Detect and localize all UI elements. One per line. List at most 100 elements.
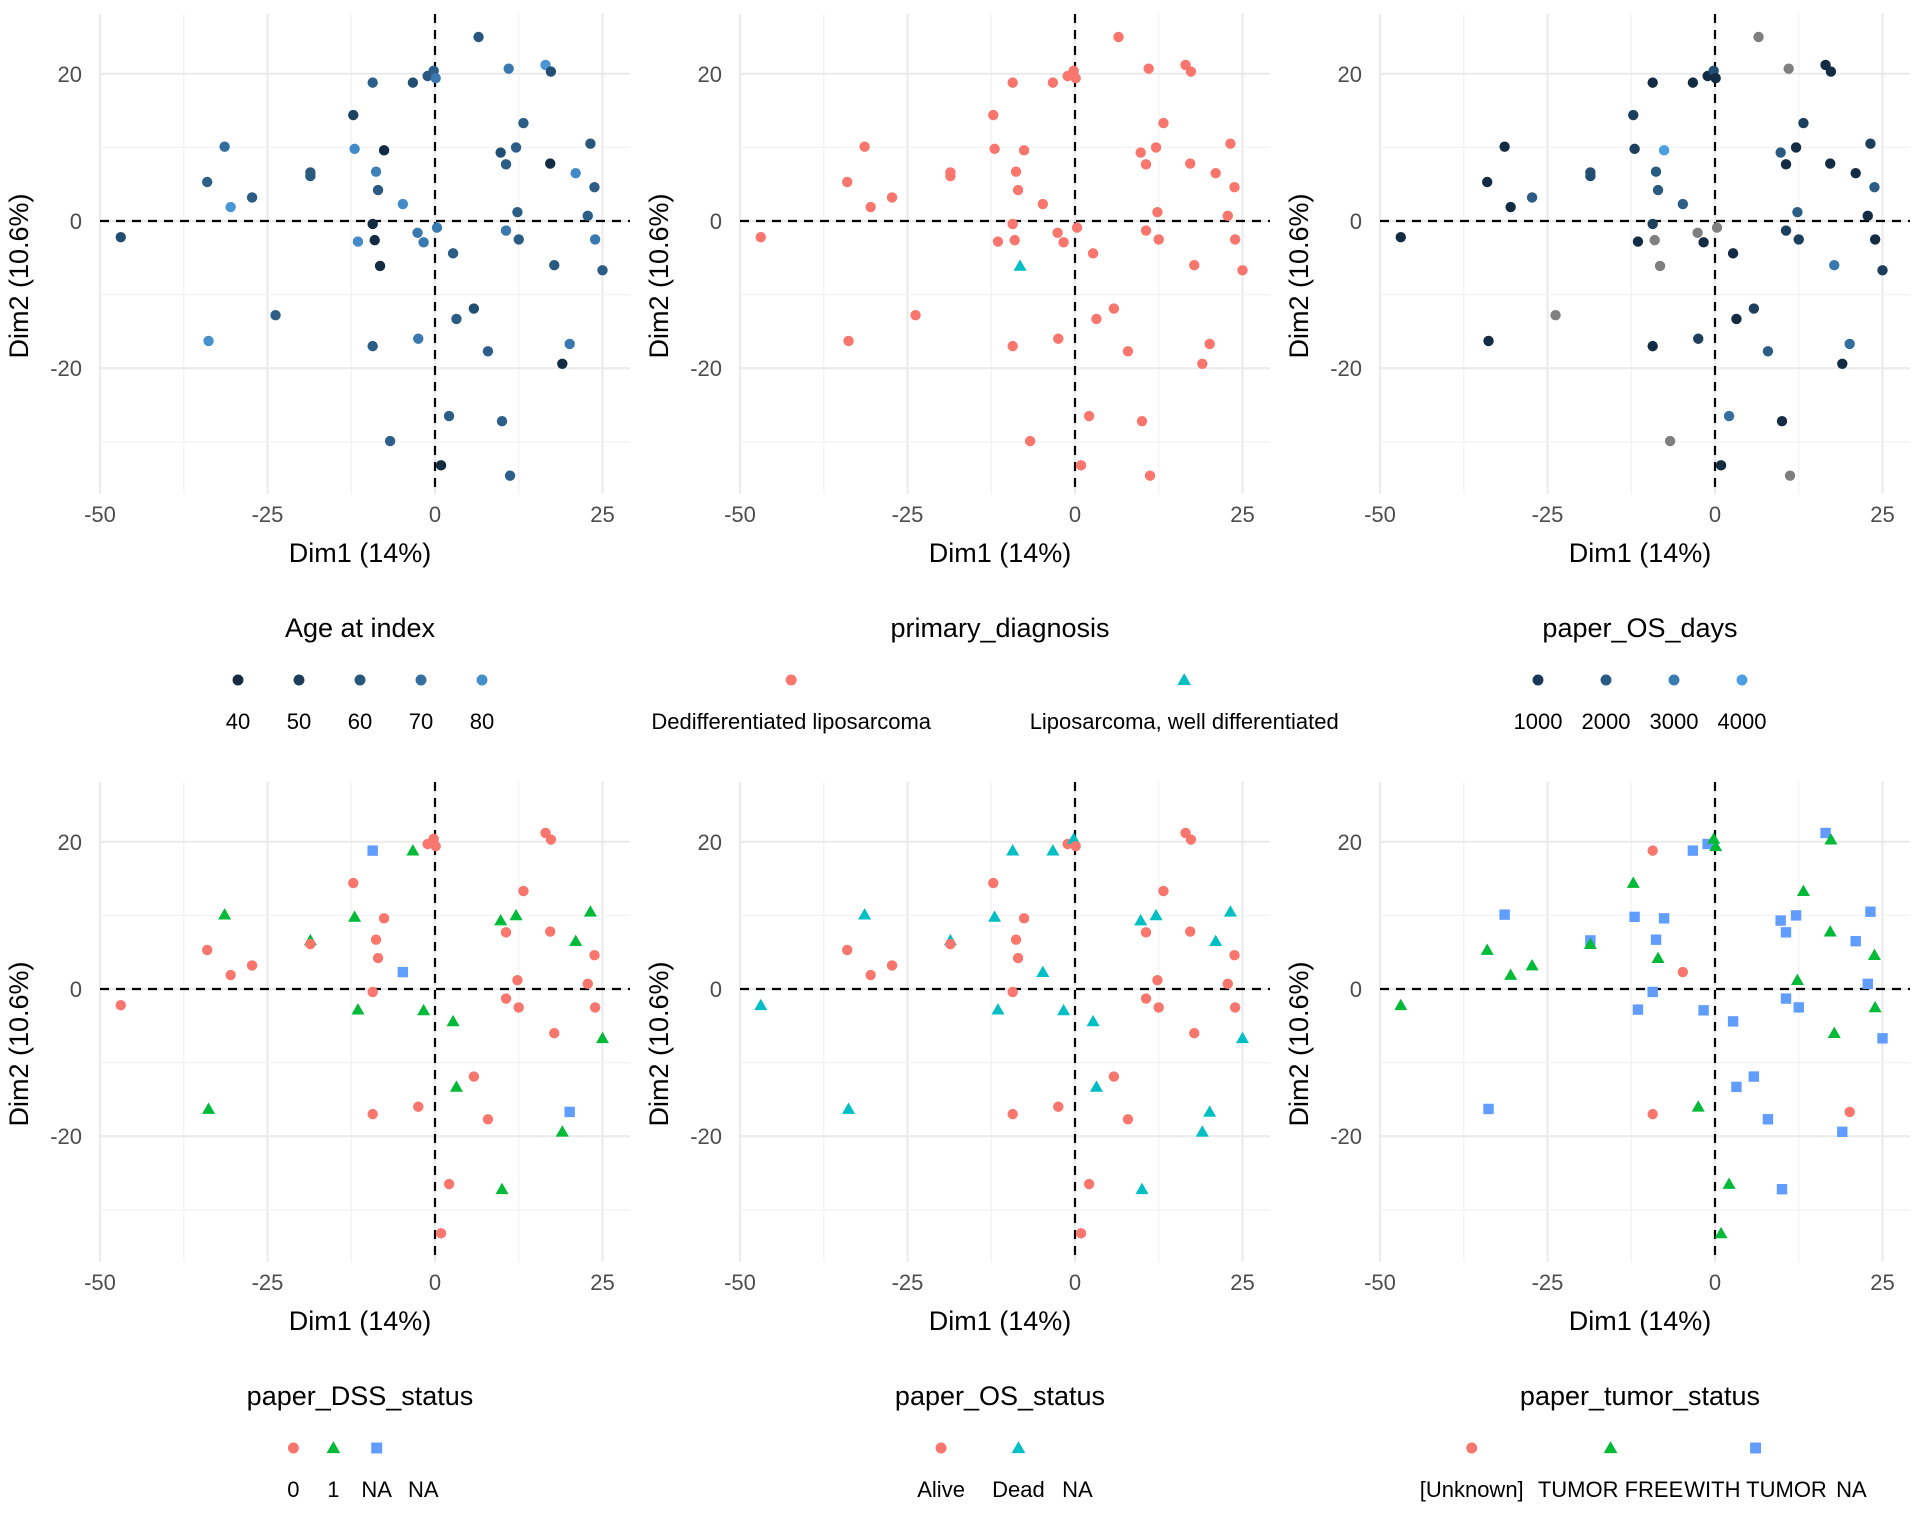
legend-label: Dedifferentiated liposarcoma bbox=[651, 709, 931, 734]
x-tick-label: -50 bbox=[84, 502, 116, 527]
x-tick-label: -25 bbox=[1532, 1270, 1564, 1295]
data-point bbox=[1185, 926, 1196, 937]
data-point bbox=[1862, 978, 1873, 990]
data-point bbox=[1480, 943, 1494, 955]
data-point bbox=[1709, 839, 1723, 852]
data-point bbox=[482, 1114, 494, 1125]
data-point bbox=[582, 978, 593, 990]
legend-label: NA bbox=[1062, 1477, 1093, 1502]
data-point bbox=[407, 77, 419, 88]
data-point bbox=[1009, 234, 1020, 246]
legend-key bbox=[1603, 1441, 1618, 1454]
data-point bbox=[1134, 914, 1148, 926]
data-point bbox=[367, 986, 378, 998]
legend-title: primary_diagnosis bbox=[890, 613, 1109, 643]
data-point bbox=[1727, 248, 1739, 259]
data-point bbox=[1140, 159, 1152, 170]
data-point bbox=[1714, 1226, 1728, 1239]
data-point bbox=[1075, 1228, 1087, 1239]
data-point bbox=[1505, 201, 1516, 213]
data-point bbox=[500, 159, 512, 170]
data-point bbox=[1013, 259, 1027, 271]
legend-key bbox=[935, 1442, 947, 1454]
data-point bbox=[1087, 248, 1099, 259]
data-point bbox=[1658, 145, 1670, 156]
data-point bbox=[1122, 1114, 1134, 1125]
data-point bbox=[886, 960, 898, 971]
data-point bbox=[585, 138, 596, 149]
x-axis-label: Dim1 (14%) bbox=[929, 1306, 1072, 1336]
data-point bbox=[1185, 66, 1197, 77]
data-point bbox=[1798, 117, 1809, 129]
data-point bbox=[468, 303, 480, 314]
data-point bbox=[1780, 225, 1792, 236]
data-point bbox=[1010, 166, 1022, 177]
data-point bbox=[1825, 66, 1837, 77]
x-tick-label: 0 bbox=[429, 1270, 441, 1295]
data-point bbox=[500, 927, 512, 938]
data-point bbox=[1135, 147, 1146, 158]
legend-key bbox=[1668, 674, 1680, 686]
data-point bbox=[473, 31, 484, 43]
x-tick-label: 0 bbox=[1709, 502, 1721, 527]
data-point bbox=[443, 410, 455, 422]
y-axis-label: Dim2 (10.6%) bbox=[644, 961, 674, 1126]
data-point bbox=[435, 1228, 447, 1239]
legend-title: paper_DSS_status bbox=[247, 1381, 474, 1411]
data-point bbox=[1629, 143, 1640, 155]
data-point bbox=[1780, 159, 1792, 170]
data-point bbox=[412, 227, 423, 238]
data-point bbox=[545, 926, 556, 937]
data-point bbox=[1693, 333, 1704, 344]
data-point bbox=[1825, 158, 1836, 169]
data-point bbox=[305, 170, 316, 182]
data-point bbox=[1149, 908, 1163, 921]
data-point bbox=[1710, 73, 1721, 84]
data-point bbox=[417, 1003, 431, 1016]
legend-label: NA bbox=[408, 1477, 439, 1502]
legend-label: WITH TUMOR bbox=[1684, 1477, 1827, 1502]
data-point bbox=[518, 885, 529, 897]
data-point bbox=[1692, 227, 1703, 238]
data-point bbox=[1650, 934, 1662, 945]
data-point bbox=[384, 435, 396, 447]
data-point bbox=[1223, 905, 1237, 917]
data-point bbox=[1236, 1031, 1249, 1044]
data-point bbox=[1677, 198, 1689, 210]
data-point bbox=[431, 222, 443, 233]
data-point bbox=[945, 938, 956, 950]
legend-label: Alive bbox=[917, 1477, 965, 1502]
data-point bbox=[413, 333, 424, 344]
data-point bbox=[510, 142, 522, 153]
data-point bbox=[1647, 986, 1658, 998]
data-point bbox=[443, 1178, 455, 1190]
data-point bbox=[910, 310, 921, 321]
data-point bbox=[1780, 993, 1792, 1004]
y-tick-label: -20 bbox=[690, 1124, 722, 1149]
data-point bbox=[305, 938, 316, 950]
data-point bbox=[1651, 951, 1665, 963]
data-point bbox=[1647, 77, 1658, 88]
data-point bbox=[218, 908, 232, 920]
data-point bbox=[1152, 206, 1163, 218]
x-tick-label: -25 bbox=[1532, 502, 1564, 527]
x-axis-label: Dim1 (14%) bbox=[1569, 1306, 1712, 1336]
x-tick-label: -25 bbox=[892, 1270, 924, 1295]
y-tick-label: 0 bbox=[70, 209, 82, 234]
y-tick-label: 0 bbox=[1350, 977, 1362, 1002]
data-point bbox=[518, 117, 529, 129]
data-point bbox=[348, 910, 362, 922]
legend-key bbox=[354, 674, 366, 686]
legend-label: 1 bbox=[327, 1477, 339, 1502]
data-point bbox=[842, 1102, 856, 1114]
data-point bbox=[1229, 181, 1240, 193]
data-point bbox=[1018, 913, 1030, 924]
data-point bbox=[1850, 935, 1861, 947]
legend-key bbox=[232, 674, 244, 686]
data-point bbox=[886, 192, 898, 203]
legend-key bbox=[1750, 1442, 1762, 1454]
data-point bbox=[430, 841, 441, 852]
data-point bbox=[202, 1102, 216, 1114]
data-point bbox=[988, 910, 1002, 922]
data-point bbox=[1185, 834, 1197, 845]
